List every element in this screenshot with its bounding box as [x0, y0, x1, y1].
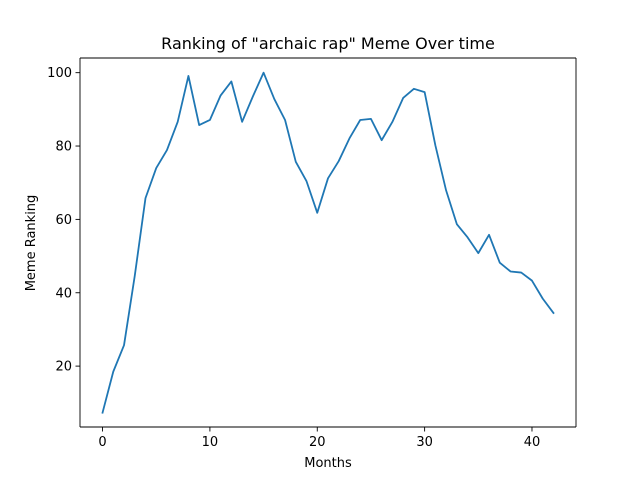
y-tick-label: 60 [55, 213, 72, 228]
plot-area: 0 10 20 30 40 20 40 60 80 100 [47, 57, 577, 450]
y-tick-label: 20 [55, 360, 72, 375]
x-tick-label: 0 [98, 435, 106, 450]
y-tick-label: 40 [55, 286, 72, 301]
x-tick-label: 40 [524, 435, 541, 450]
y-tick-label: 80 [55, 140, 72, 155]
series-line-0 [101, 71, 555, 414]
y-tick-label: 100 [47, 66, 72, 81]
x-tick-label: 30 [416, 435, 433, 450]
x-tick-label: 20 [309, 435, 326, 450]
y-axis-label: Meme Ranking [24, 195, 39, 292]
x-axis-label: Months [304, 456, 352, 471]
x-tick-label: 10 [202, 435, 219, 450]
chart-title: Ranking of "archaic rap" Meme Over time [161, 34, 495, 53]
